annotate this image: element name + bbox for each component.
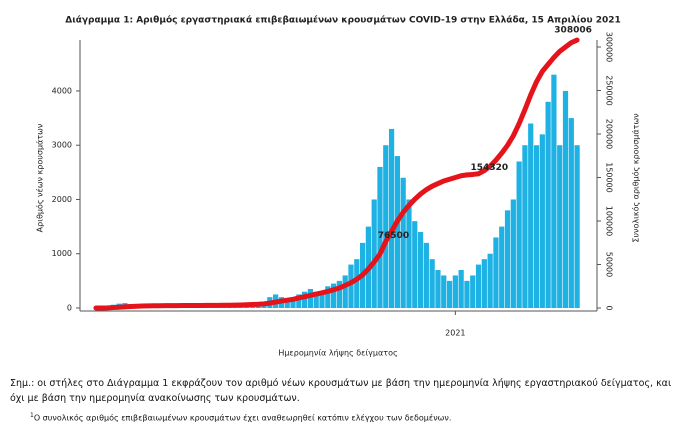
bar [307, 289, 314, 308]
bar [406, 199, 412, 308]
bar [557, 145, 563, 308]
bar [319, 292, 325, 308]
bar [412, 221, 418, 308]
footnote: 1Ο συνολικός αριθμός επιβεβαιωμένων κρου… [30, 412, 451, 423]
bar [354, 259, 360, 308]
bar [493, 237, 499, 308]
chart-title: Διάγραμμα 1: Αριθμός εργαστηριακά επιβεβ… [65, 15, 621, 26]
bar [504, 210, 511, 308]
bar [429, 259, 435, 308]
bar [516, 161, 522, 308]
bar [325, 286, 331, 308]
y-tick-label: 4000 [52, 86, 72, 95]
bar [342, 275, 348, 308]
y2-axis-label: Συνολικός αριθμός κρουσμάτων [631, 113, 641, 243]
bar [394, 156, 400, 308]
bar [574, 145, 580, 308]
y2-tick-label: 100000 [605, 206, 614, 237]
y-tick-label: 0 [67, 304, 72, 313]
bar [528, 123, 534, 308]
y-tick-label: 3000 [52, 141, 72, 150]
y2-tick-label: 150000 [605, 162, 614, 193]
bar [522, 145, 528, 308]
bar [383, 145, 389, 308]
bar [400, 177, 406, 308]
bar [446, 280, 453, 308]
bar [417, 232, 424, 308]
bar [458, 270, 464, 308]
chart: Διάγραμμα 1: Αριθμός εργαστηριακά επιβεβ… [35, 15, 641, 358]
bar [371, 199, 377, 308]
bar [481, 259, 487, 308]
bar [435, 270, 441, 308]
y2-tick-label: 200000 [605, 119, 614, 150]
bar [475, 264, 482, 308]
line-value-label: 76500 [378, 231, 409, 241]
footnote-mark: 1 [30, 412, 34, 419]
bar [470, 275, 476, 308]
note: Σημ.: οι στήλες στο Διάγραμμα 1 εκφράζου… [10, 378, 672, 404]
bar [377, 166, 383, 308]
bar [336, 280, 343, 308]
footnote-text: Ο συνολικός αριθμός επιβεβαιωμένων κρουσ… [33, 413, 452, 423]
bar [441, 275, 447, 308]
bar [284, 298, 290, 308]
x-axis-label: Ημερομηνία λήψης δείγματος [278, 349, 397, 358]
bar [302, 291, 308, 308]
y-tick-label: 2000 [52, 195, 72, 204]
bar [533, 145, 540, 308]
cumulative-line [93, 37, 580, 311]
bar [487, 253, 493, 308]
bar [313, 291, 319, 308]
y2-tick-label: 0 [605, 305, 614, 310]
y2-tick-label: 50000 [605, 252, 614, 277]
bar [348, 264, 354, 308]
bar [545, 101, 551, 309]
bar [499, 226, 505, 308]
bar [539, 134, 545, 308]
bar [330, 283, 337, 308]
bar [423, 242, 429, 308]
y2-tick-label: 300000 [605, 32, 614, 63]
bar [290, 297, 296, 308]
bar [388, 128, 395, 308]
bar [452, 275, 458, 308]
bar [568, 118, 574, 308]
x-tick-label: 2021 [445, 329, 465, 338]
bar [296, 294, 302, 308]
line-value-label: 154320 [471, 163, 509, 173]
y-axis-label: Αριθμός νέων κρουσμάτων [35, 123, 45, 232]
y-tick-label: 1000 [52, 249, 72, 258]
y2-tick-label: 250000 [605, 75, 614, 106]
bar [510, 199, 516, 308]
line-value-label: 308006 [554, 26, 592, 36]
bar [551, 74, 557, 308]
bar [562, 90, 569, 309]
bar [464, 280, 470, 308]
